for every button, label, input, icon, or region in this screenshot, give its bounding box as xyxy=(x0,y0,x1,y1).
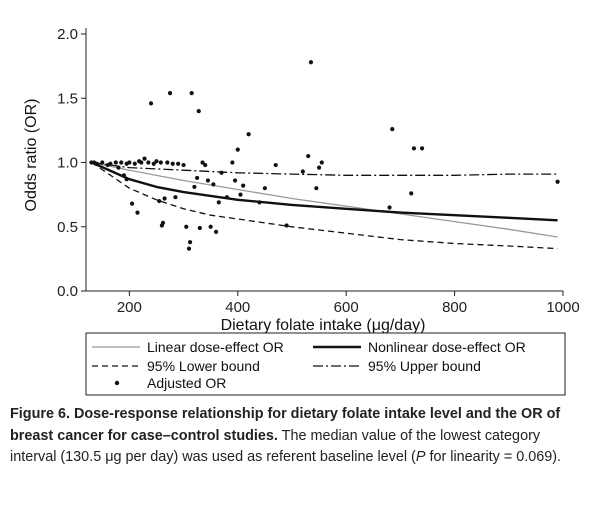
adjusted-or-point xyxy=(100,160,105,165)
adjusted-or-point xyxy=(187,240,193,245)
adjusted-or-point xyxy=(387,205,392,210)
x-tick-label: 400 xyxy=(225,299,250,316)
y-tick-label: 0.5 xyxy=(57,219,78,236)
adjusted-or-point xyxy=(173,195,178,200)
adjusted-or-point xyxy=(241,183,246,188)
adjusted-or-point xyxy=(232,178,238,183)
adjusted-or-point xyxy=(205,178,211,183)
adjusted-or-point xyxy=(160,220,166,225)
adjusted-or-point xyxy=(124,177,129,182)
adjusted-or-point xyxy=(284,223,289,228)
adjusted-or-point xyxy=(555,179,560,184)
adjusted-or-point xyxy=(127,160,132,165)
adjusted-or-point xyxy=(211,182,216,187)
adjusted-or-point xyxy=(308,60,314,65)
adjusted-or-point xyxy=(189,91,194,96)
adjusted-or-point xyxy=(184,224,189,229)
adjusted-or-point xyxy=(116,165,121,170)
adjusted-or-point xyxy=(146,160,151,165)
adjusted-or-point xyxy=(186,246,192,251)
adjusted-or-point xyxy=(181,162,186,168)
x-axis-label: Dietary folate intake (μg/day) xyxy=(221,317,426,334)
adjusted-or-point xyxy=(314,186,319,191)
caption-text-b: for linearity = 0.069). xyxy=(425,449,562,465)
adjusted-or-point xyxy=(94,161,99,166)
adjusted-or-point xyxy=(273,162,278,168)
adjusted-or-point xyxy=(195,175,200,181)
adjusted-or-point xyxy=(119,160,124,165)
adjusted-or-point xyxy=(411,146,417,151)
adjusted-or-point xyxy=(196,109,201,114)
adjusted-or-point xyxy=(157,198,162,204)
adjusted-or-point xyxy=(129,201,135,206)
y-tick-label: 2.0 xyxy=(57,26,78,43)
series-line-1 xyxy=(91,161,558,222)
legend-swatch-points xyxy=(114,380,120,386)
adjusted-or-point xyxy=(162,196,167,201)
adjusted-or-point xyxy=(132,161,137,166)
adjusted-or-point xyxy=(216,200,221,205)
adjusted-or-point xyxy=(142,156,147,161)
legend-label-points: Adjusted OR xyxy=(147,375,226,391)
adjusted-or-point xyxy=(319,160,324,165)
adjusted-or-point xyxy=(176,161,181,166)
adjusted-or-point xyxy=(121,173,127,178)
axes: 0.0 0.5 1.0 1.5 2.0 200 400 600 800 1000 xyxy=(57,26,580,316)
adjusted-or-point xyxy=(151,161,156,166)
adjusted-or-point xyxy=(165,160,170,165)
caption-title: Figure 6. Dose-response relationship for… xyxy=(10,406,561,444)
adjusted-or-point xyxy=(154,159,159,164)
adjusted-or-point xyxy=(257,200,262,205)
adjusted-or-point xyxy=(419,146,425,151)
y-tick-label: 1.5 xyxy=(57,90,78,107)
adjusted-or-point xyxy=(139,160,144,165)
adjusted-or-point xyxy=(235,147,240,152)
adjusted-or-point xyxy=(208,224,213,229)
adjusted-or-point xyxy=(300,169,305,174)
legend: Linear dose-effect OR Nonlinear dose-eff… xyxy=(85,332,566,396)
caption-p-symbol: P xyxy=(415,449,426,465)
adjusted-or-point xyxy=(203,162,208,168)
adjusted-or-point xyxy=(262,186,267,191)
x-tick-label: 800 xyxy=(442,299,467,316)
adjusted-or-point xyxy=(148,101,154,106)
adjusted-or-point xyxy=(409,191,414,196)
adjusted-or-point xyxy=(158,160,163,165)
legend-label-lower: 95% Lower bound xyxy=(147,358,260,374)
series-line-0 xyxy=(91,161,558,238)
adjusted-or-point xyxy=(390,126,395,132)
x-tick-label: 600 xyxy=(334,299,359,316)
x-tick-label: 1000 xyxy=(546,299,579,316)
adjusted-or-point xyxy=(170,161,175,166)
adjusted-or-point xyxy=(197,225,202,231)
adjusted-or-point xyxy=(219,170,224,175)
caption-text-a: The median value of the lowest category … xyxy=(10,427,541,466)
legend-label-nonlinear: Nonlinear dose-effect OR xyxy=(368,339,526,355)
adjusted-or-point xyxy=(306,153,311,159)
y-tick-label: 0.0 xyxy=(57,283,78,300)
adjusted-or-point xyxy=(316,165,322,170)
adjusted-or-point xyxy=(224,195,230,200)
adjusted-or-point xyxy=(200,160,205,165)
x-tick-label: 200 xyxy=(117,299,142,316)
adjusted-or-point xyxy=(246,132,251,137)
figure-caption: Figure 6. Dose-response relationship for… xyxy=(10,404,582,469)
legend-box xyxy=(85,332,566,396)
plot-area xyxy=(89,60,560,251)
y-tick-label: 1.0 xyxy=(57,155,78,172)
adjusted-or-point xyxy=(230,160,235,165)
y-axis-label: Odds ratio (OR) xyxy=(23,99,40,212)
series-line-2 xyxy=(91,161,558,250)
adjusted-or-point xyxy=(167,91,173,96)
adjusted-or-point xyxy=(135,210,140,215)
legend-label-upper: 95% Upper bound xyxy=(368,358,481,374)
dose-response-chart: 0.0 0.5 1.0 1.5 2.0 200 400 600 800 1000 Dietary … xyxy=(23,26,580,396)
legend-label-linear: Linear dose-effect OR xyxy=(147,339,284,355)
adjusted-or-point xyxy=(238,192,243,197)
adjusted-or-point xyxy=(113,160,118,165)
adjusted-or-point xyxy=(213,229,219,234)
adjusted-or-point xyxy=(108,161,113,166)
adjusted-or-point xyxy=(192,184,197,190)
